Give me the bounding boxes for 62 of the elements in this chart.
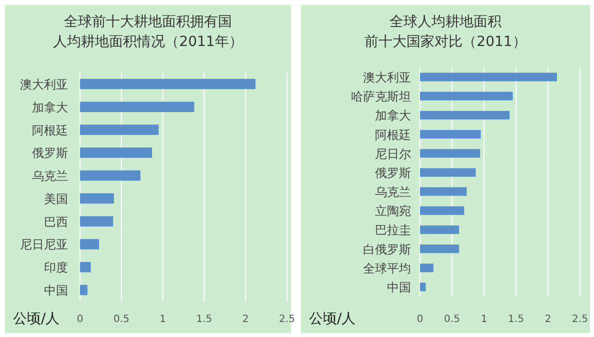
bar xyxy=(80,102,194,112)
bar xyxy=(420,149,480,158)
bar xyxy=(80,78,256,90)
bar xyxy=(420,92,513,100)
bar xyxy=(420,187,467,196)
bar xyxy=(420,130,481,139)
bar xyxy=(80,284,88,296)
bar xyxy=(420,282,426,292)
x-tick-label: 1 xyxy=(160,314,166,325)
bar xyxy=(420,72,557,82)
x-axis-title: 公顷/人 xyxy=(13,311,60,327)
y-tick-label: 中国 xyxy=(44,284,68,298)
bar xyxy=(420,110,510,120)
bar xyxy=(80,239,100,250)
x-tick-label: 0.5 xyxy=(113,314,130,325)
x-tick-label: 1.5 xyxy=(196,314,212,325)
y-tick-label: 尼日尼亚 xyxy=(20,238,68,252)
y-tick-label: 乌克兰 xyxy=(375,185,411,200)
bar xyxy=(420,168,476,177)
y-tick-label: 阿根廷 xyxy=(32,123,68,138)
y-tick-label: 哈萨克斯坦 xyxy=(351,90,411,104)
x-axis-title: 公顷/人 xyxy=(309,311,356,327)
y-tick-label: 全球平均 xyxy=(363,261,411,276)
chart-subtitle: 人均耕地面积情况（2011年） xyxy=(53,34,243,50)
bar xyxy=(80,124,159,135)
x-tick-label: 2.5 xyxy=(279,314,295,325)
chart-subtitle: 前十大国家对比（2011） xyxy=(364,34,526,50)
chart-title: 全球人均耕地面积 xyxy=(390,14,502,30)
x-tick-label: 0 xyxy=(416,314,424,325)
bar xyxy=(80,216,114,226)
bar xyxy=(80,170,140,181)
bar xyxy=(420,264,434,272)
y-tick-label: 巴拉圭 xyxy=(375,223,411,238)
y-tick-label: 白俄罗斯 xyxy=(363,242,411,256)
x-tick-label: 2 xyxy=(544,314,552,325)
y-tick-label: 俄罗斯 xyxy=(32,146,68,160)
x-tick-label: 0.5 xyxy=(444,314,460,325)
bar xyxy=(80,148,152,158)
y-tick-label: 俄罗斯 xyxy=(375,166,411,180)
y-tick-label: 中国 xyxy=(387,280,411,294)
y-tick-label: 乌克兰 xyxy=(32,169,68,184)
bar xyxy=(80,193,114,204)
chart-title: 全球前十大耕地面积拥有国 xyxy=(64,14,232,30)
y-tick-label: 美国 xyxy=(44,192,68,206)
bar xyxy=(80,262,91,272)
y-tick-label: 印度 xyxy=(44,260,68,275)
x-tick-label: 2 xyxy=(242,314,249,325)
x-tick-label: 1 xyxy=(480,314,488,325)
y-tick-label: 尼日尔 xyxy=(375,146,411,161)
x-tick-label: 0 xyxy=(76,314,84,325)
bar xyxy=(420,244,460,254)
x-tick-label: 1.5 xyxy=(508,314,524,325)
y-tick-label: 澳大利亚 xyxy=(363,70,411,84)
y-tick-label: 立陶宛 xyxy=(375,204,411,218)
y-tick-label: 巴西 xyxy=(44,214,68,229)
y-tick-label: 加拿大 xyxy=(375,108,411,123)
y-tick-label: 阿根廷 xyxy=(375,128,411,142)
y-tick-label: 澳大利亚 xyxy=(20,78,68,92)
bar xyxy=(420,206,464,215)
bar xyxy=(420,225,460,234)
y-tick-label: 加拿大 xyxy=(32,100,68,114)
x-tick-label: 2.5 xyxy=(572,314,588,325)
